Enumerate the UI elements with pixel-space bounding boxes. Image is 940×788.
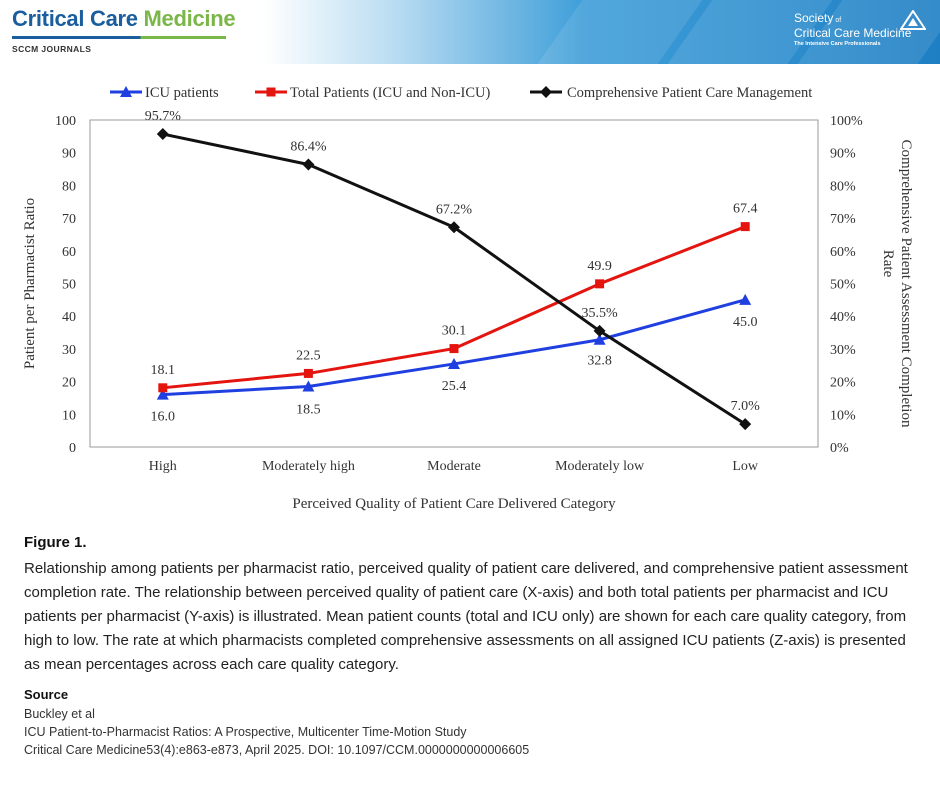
plot-area-frame — [89, 119, 819, 448]
data-label: 18.1 — [151, 363, 176, 378]
y-tick-label: 10 — [62, 408, 76, 423]
journal-subtitle: SCCM JOURNALS — [12, 44, 92, 54]
y2-axis-title-line2: Rate — [880, 250, 896, 278]
data-label: 45.0 — [733, 315, 758, 330]
y2-tick-label: 50% — [830, 278, 856, 293]
source-citation[interactable]: Critical Care Medicine53(4):e863-e873, A… — [24, 743, 530, 757]
data-point-marker — [595, 279, 605, 289]
y2-tick-label: 80% — [830, 179, 856, 194]
y2-tick-label: 0% — [830, 441, 849, 456]
data-point-marker — [449, 344, 459, 354]
data-point-marker — [156, 388, 169, 400]
y-axis-title: Patient per Pharmacist Ratio — [22, 198, 38, 369]
society-line2: Critical Care Medicine — [794, 26, 912, 40]
y-tick-label: 0 — [69, 441, 76, 456]
y-tick-label: 90 — [62, 147, 76, 162]
data-point-marker — [739, 418, 752, 431]
data-label: 18.5 — [296, 403, 321, 418]
y-tick-label: 80 — [62, 179, 76, 194]
y-tick-label: 60 — [62, 245, 76, 260]
source-block: Source Buckley et al ICU Patient-to-Phar… — [24, 687, 920, 759]
y2-tick-label: 90% — [830, 147, 856, 162]
journal-logo[interactable]: Critical Care Medicine — [12, 6, 236, 32]
y2-tick-label: 60% — [830, 245, 856, 260]
y-tick-label: 40 — [62, 310, 76, 325]
society-line1: Society of — [794, 11, 842, 25]
journal-header-banner: Critical Care Medicine SCCM JOURNALS Soc… — [0, 0, 940, 64]
data-label: 95.7% — [145, 109, 182, 124]
y2-tick-label: 70% — [830, 212, 856, 227]
society-logo[interactable]: Society of Critical Care Medicine The In… — [794, 12, 924, 48]
x-axis-title: Perceived Quality of Patient Care Delive… — [292, 496, 616, 512]
x-tick-label: Moderate — [427, 459, 481, 474]
y2-tick-label: 10% — [830, 408, 856, 423]
data-point-marker — [739, 293, 752, 305]
legend-swatch-marker — [120, 86, 132, 97]
y2-tick-label: 20% — [830, 376, 856, 391]
y-tick-label: 70 — [62, 212, 76, 227]
data-label: 22.5 — [296, 348, 321, 363]
x-tick-label: Low — [732, 459, 759, 474]
journal-logo-word1: Critical Care — [12, 6, 138, 31]
y-tick-label: 30 — [62, 343, 76, 358]
y-tick-label: 100 — [55, 114, 76, 129]
journal-logo-word2: Medicine — [143, 6, 236, 31]
data-point-marker — [302, 380, 315, 392]
data-label: 25.4 — [442, 379, 467, 394]
journal-logo-rule — [12, 36, 226, 39]
data-point-marker — [156, 128, 169, 141]
data-label: 7.0% — [731, 399, 761, 414]
figure-label: Figure 1. — [24, 534, 87, 551]
figure-caption: Figure 1. Relationship among patients pe… — [24, 534, 920, 677]
legend-item-label: Total Patients (ICU and Non-ICU) — [290, 85, 491, 101]
society-tagline: The Intensive Care Professionals — [794, 41, 881, 47]
data-point-marker — [302, 158, 315, 171]
data-point-marker — [593, 333, 606, 345]
source-authors: Buckley et al — [24, 707, 95, 721]
line-chart: ICU patients Total Patients (ICU and Non-… — [22, 85, 914, 512]
y2-tick-label: 30% — [830, 343, 856, 358]
y2-tick-label: 100% — [830, 114, 863, 129]
data-point-marker — [448, 221, 460, 234]
data-label: 32.8 — [587, 354, 612, 369]
legend-item-label: ICU patients — [145, 85, 219, 101]
y2-tick-label: 40% — [830, 310, 856, 325]
data-point-marker — [593, 324, 606, 337]
x-tick-label: High — [149, 459, 177, 474]
data-point-marker — [303, 368, 313, 378]
legend-swatch-marker — [540, 86, 552, 98]
data-label: 35.5% — [582, 306, 619, 321]
data-label: 86.4% — [290, 139, 327, 154]
data-label: 67.4 — [733, 202, 758, 217]
legend-swatch-marker — [266, 87, 276, 97]
source-label: Source — [24, 687, 69, 702]
figure-caption-text: Relationship among patients per pharmaci… — [24, 560, 908, 673]
x-tick-label: Moderately low — [555, 459, 645, 474]
data-label: 67.2% — [436, 202, 473, 217]
y-tick-label: 50 — [62, 278, 76, 293]
data-labels: 16.0 18.5 25.4 32.8 45.0 18.1 22.5 30.1 49.9 67.4… — [145, 109, 760, 425]
data-label: 30.1 — [442, 324, 467, 339]
legend-item-label: Comprehensive Patient Care Management — [567, 85, 812, 101]
chart-axes: 0 10 20 30 40 50 60 70 80 90 100 0% 10% 20% 30% 40% 50% 6… — [55, 114, 863, 474]
source-article-title: ICU Patient-to-Pharmacist Ratios: A Pros… — [24, 725, 467, 739]
data-point-marker — [158, 383, 168, 393]
y2-axis-title-line1: Comprehensive Patient Assessment Complet… — [898, 140, 914, 428]
series-markers — [156, 128, 752, 431]
data-point-marker — [740, 222, 750, 232]
x-tick-label: Moderately high — [262, 459, 355, 474]
data-point-marker — [448, 357, 460, 369]
chart-legend: ICU patients Total Patients (ICU and Non-… — [110, 85, 812, 101]
data-label: 16.0 — [151, 410, 176, 425]
sccm-triangle-icon — [900, 10, 926, 30]
data-label: 49.9 — [587, 259, 612, 274]
y-tick-label: 20 — [62, 376, 76, 391]
